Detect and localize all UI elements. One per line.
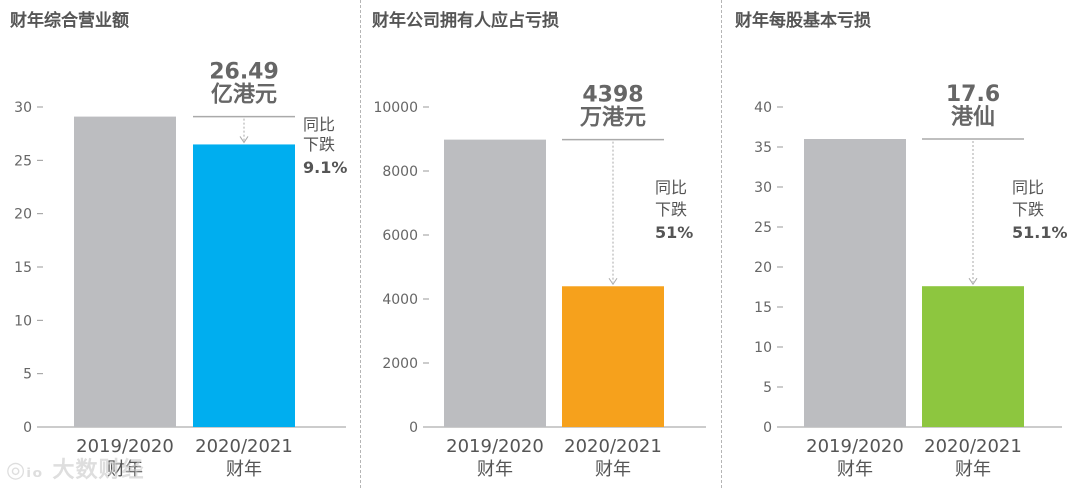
x-tick-label: 2020/2021 <box>924 436 1022 457</box>
y-tick-label: 15 <box>14 260 32 276</box>
bar <box>804 139 906 427</box>
change-percent: 51% <box>655 223 693 242</box>
y-tick-label: 0 <box>763 420 772 436</box>
y-tick-label: 4000 <box>382 292 418 308</box>
change-label: 同比 <box>1012 178 1044 197</box>
x-tick-label: 2019/2020 <box>446 436 544 457</box>
bar <box>193 144 295 427</box>
y-tick-label: 10 <box>14 313 32 329</box>
y-tick-label: 0 <box>409 420 418 436</box>
bar <box>74 116 176 427</box>
watermark: ◎ᵢₒ 大数财经 <box>6 452 144 484</box>
y-tick-label: 5 <box>763 380 772 396</box>
y-tick-label: 20 <box>14 207 32 223</box>
loss-chart: 02000400060008000100002019/2020财年2020/20… <box>373 83 706 480</box>
panel-divider <box>721 0 722 488</box>
eps-chart: 05101520253035402019/2020财年2020/2021财年17… <box>754 82 1067 480</box>
chart-title: 财年每股基本亏损 <box>735 11 871 31</box>
y-tick-label: 25 <box>14 153 32 169</box>
data-label: 26.49 <box>209 60 279 85</box>
change-label: 下跌 <box>303 135 335 154</box>
data-label-unit: 万港元 <box>579 106 646 131</box>
x-tick-label: 财年 <box>955 459 991 480</box>
y-tick-label: 40 <box>754 100 772 116</box>
data-label-unit: 亿港元 <box>211 83 277 108</box>
chevron-down-icon <box>239 136 249 144</box>
y-tick-label: 15 <box>754 300 772 316</box>
x-tick-label: 2020/2021 <box>564 436 662 457</box>
change-label: 同比 <box>303 115 335 134</box>
chart-title: 财年公司拥有人应占亏损 <box>372 11 559 31</box>
chart-title: 财年综合营业额 <box>10 11 129 31</box>
y-tick-label: 8000 <box>382 164 418 180</box>
y-tick-label: 6000 <box>382 228 418 244</box>
y-tick-label: 10 <box>754 340 772 356</box>
x-tick-label: 2019/2020 <box>76 436 174 457</box>
x-tick-label: 财年 <box>477 459 513 480</box>
change-label: 下跌 <box>1012 200 1044 219</box>
y-tick-label: 30 <box>14 100 32 116</box>
y-tick-label: 25 <box>754 220 772 236</box>
data-label: 4398 <box>582 83 643 108</box>
y-tick-label: 5 <box>23 367 32 383</box>
bar <box>562 286 664 427</box>
chevron-down-icon <box>608 277 618 286</box>
chevron-down-icon <box>968 277 978 286</box>
change-label: 同比 <box>655 178 687 197</box>
watermark-text: 大数财经 <box>52 458 145 483</box>
y-tick-label: 20 <box>754 260 772 276</box>
x-tick-label: 财年 <box>107 459 143 480</box>
y-tick-label: 10000 <box>373 100 418 116</box>
change-percent: 9.1% <box>303 158 347 177</box>
y-tick-label: 2000 <box>382 356 418 372</box>
data-label-unit: 港仙 <box>951 104 995 130</box>
logo-icon: ◎ᵢₒ <box>6 458 44 483</box>
bar <box>444 139 546 427</box>
x-tick-label: 2020/2021 <box>195 436 293 457</box>
x-tick-label: 财年 <box>226 459 262 480</box>
chart-group: 02000400060008000100002019/2020财年2020/20… <box>373 83 706 480</box>
change-label: 下跌 <box>655 200 687 219</box>
panel-revenue: 财年综合营业额 0 5 10 15 20 25 30 2019/2020 财年 2020/2021… <box>0 0 347 488</box>
panel-divider <box>360 0 361 488</box>
data-label: 17.6 <box>946 82 1000 107</box>
change-percent: 51.1% <box>1012 223 1068 242</box>
y-tick-label: 35 <box>754 140 772 156</box>
y-tick-label: 0 <box>23 420 32 436</box>
chart-group: 0510152025302019/2020财年2020/2021财年26.49亿… <box>14 60 347 480</box>
revenue-chart: 0510152025302019/2020财年2020/2021财年26.49亿… <box>14 60 347 480</box>
panel-loss: 财年公司拥有人应占亏损 0 2000 4000 6000 8000 10000 2019/2… <box>360 0 706 488</box>
bar <box>922 286 1024 427</box>
panel-eps: 财年每股基本亏损 0 5 10 15 20 25 30 35 40 2019/2020 财年 2020… <box>721 0 1068 488</box>
chart-group: 05101520253035402019/2020财年2020/2021财年17… <box>754 82 1067 480</box>
x-tick-label: 财年 <box>837 459 873 480</box>
x-tick-label: 财年 <box>595 459 631 480</box>
x-tick-label: 2019/2020 <box>806 436 904 457</box>
y-tick-label: 30 <box>754 180 772 196</box>
